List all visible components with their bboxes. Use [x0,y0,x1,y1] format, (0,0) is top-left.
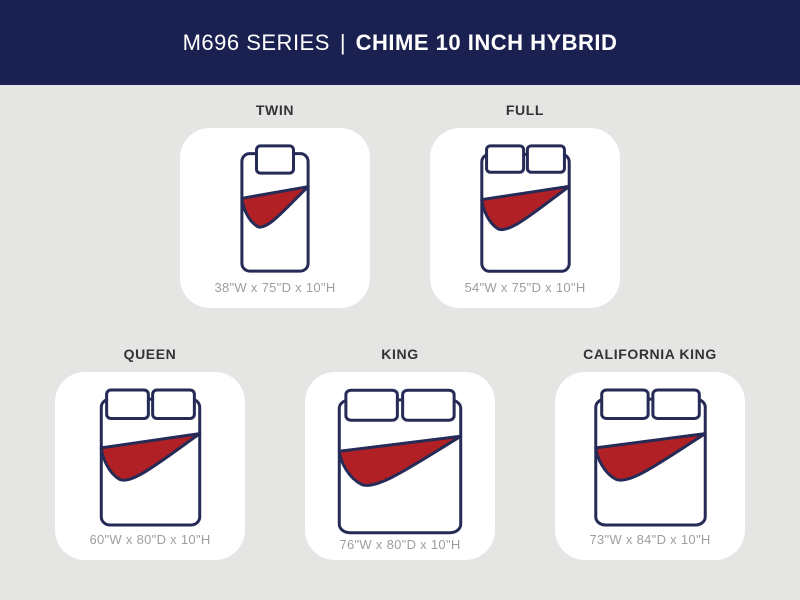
size-block-california-king: CALIFORNIA KING 73"W x 84"D x 10"H [555,346,745,560]
size-dimensions-queen: 60"W x 80"D x 10"H [89,532,211,547]
title-separator: | [339,29,346,55]
header-bar: M696 SERIES | CHIME 10 INCH HYBRID [0,0,800,85]
size-block-full: FULL 54"W x 75"D x 10"H [430,102,620,308]
size-card-twin: 38"W x 75"D x 10"H [180,128,370,308]
size-dimensions-king: 76"W x 80"D x 10"H [339,537,461,552]
size-block-twin: TWIN 38"W x 75"D x 10"H [180,102,370,308]
double-bed-icon [591,387,710,529]
size-card-full: 54"W x 75"D x 10"H [430,128,620,308]
size-chart: TWIN 38"W x 75"D x 10"H FULL [0,85,800,560]
size-label-full: FULL [505,102,545,118]
single-bed-icon [238,143,312,275]
size-row-top: TWIN 38"W x 75"D x 10"H FULL [0,102,800,308]
model-title: CHIME 10 INCH HYBRID [355,29,618,55]
size-label-california-king: CALIFORNIA KING [583,346,717,362]
size-dimensions-full: 54"W x 75"D x 10"H [464,280,586,295]
size-block-queen: QUEEN 60"W x 80"D x 10"H [55,346,245,560]
size-card-king: 76"W x 80"D x 10"H [305,372,495,560]
size-card-california-king: 73"W x 84"D x 10"H [555,372,745,560]
size-label-king: KING [381,346,419,362]
size-card-queen: 60"W x 80"D x 10"H [55,372,245,560]
double-bed-icon [97,387,204,529]
series-title: M696 SERIES [182,29,330,55]
size-label-queen: QUEEN [123,346,177,362]
size-dimensions-twin: 38"W x 75"D x 10"H [214,280,336,295]
double-bed-icon [478,143,573,275]
size-label-twin: TWIN [255,102,295,118]
size-row-bottom: QUEEN 60"W x 80"D x 10"H KING [0,346,800,560]
size-dimensions-california-king: 73"W x 84"D x 10"H [589,532,711,547]
size-block-king: KING 76"W x 80"D x 10"H [305,346,495,560]
double-bed-icon [334,387,466,537]
